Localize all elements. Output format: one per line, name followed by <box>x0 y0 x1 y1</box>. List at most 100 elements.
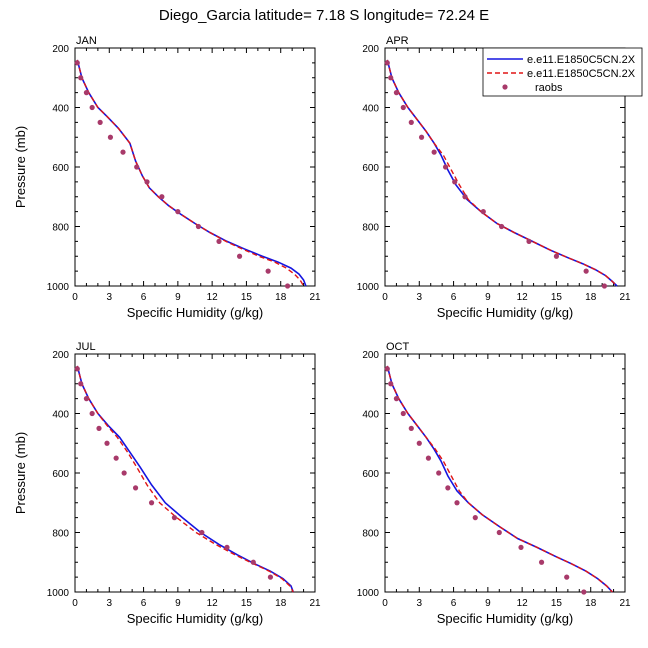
x-tick-label: 6 <box>451 292 457 303</box>
x-tick-label: 3 <box>107 292 113 303</box>
raobs-point <box>78 75 84 81</box>
y-tick-label: 400 <box>362 104 379 115</box>
series-line-model-dashed <box>76 59 305 287</box>
raobs-point <box>83 396 90 402</box>
series-line-model-dashed <box>386 365 613 593</box>
raobs-point <box>83 90 90 96</box>
raobs-point <box>89 410 95 417</box>
raobs-point <box>199 529 205 536</box>
raobs-point <box>120 149 126 155</box>
y-tick-label: 200 <box>362 350 379 361</box>
x-tick-label: 21 <box>309 598 321 609</box>
raobs-point <box>518 544 524 550</box>
y-tick-label: 400 <box>362 410 379 421</box>
raobs-point <box>250 559 256 565</box>
x-tick-label: 15 <box>551 598 563 609</box>
raobs-point <box>195 223 202 230</box>
plot-frame <box>384 353 626 593</box>
x-tick-label: 3 <box>417 598 423 609</box>
x-tick-label: 9 <box>485 292 491 303</box>
raobs-point <box>431 149 437 155</box>
raobs-point <box>581 589 587 595</box>
x-tick-label: 9 <box>485 598 491 609</box>
raobs-point <box>442 164 449 170</box>
raobs-point <box>445 485 451 491</box>
y-tick-label: 800 <box>362 529 379 540</box>
raobs-point <box>96 425 102 431</box>
raobs-point <box>104 440 110 446</box>
y-tick-label: 600 <box>52 469 69 480</box>
y-tick-label: 600 <box>362 469 379 480</box>
panel-apr: 0 3 6 9 12 15 18 21 200 400 600 800 1000 APR Specific … <box>357 35 643 320</box>
panel-label: JUL <box>76 341 96 353</box>
y-tick-label: 600 <box>52 163 69 174</box>
raobs-point <box>97 119 103 125</box>
raobs-point <box>175 209 181 215</box>
raobs-point <box>384 366 390 372</box>
y-tick-label: 600 <box>362 163 379 174</box>
raobs-point <box>89 104 95 111</box>
raobs-point <box>284 283 291 289</box>
y-axis-label: Pressure (mb) <box>13 126 28 208</box>
raobs-point <box>159 194 165 200</box>
x-tick-label: 0 <box>382 292 388 303</box>
y-tick-label: 800 <box>52 223 69 234</box>
x-tick-label: 15 <box>551 292 563 303</box>
raobs-point <box>132 485 139 491</box>
x-tick-label: 9 <box>175 292 181 303</box>
x-tick-label: 12 <box>207 598 219 609</box>
x-tick-label: 0 <box>72 598 78 609</box>
x-tick-label: 3 <box>417 292 423 303</box>
raobs-point <box>452 179 458 185</box>
x-axis-label: Specific Humidity (g/kg) <box>437 305 574 320</box>
panel-label: OCT <box>386 341 410 353</box>
raobs-point <box>498 223 505 230</box>
raobs-point <box>408 425 414 431</box>
series-line-model-solid <box>386 365 613 593</box>
y-tick-label: 200 <box>362 44 379 55</box>
plot-frame <box>74 353 316 593</box>
y-tick-label: 200 <box>52 350 69 361</box>
raobs-point <box>121 470 127 476</box>
x-tick-label: 15 <box>241 598 253 609</box>
x-tick-label: 6 <box>141 598 147 609</box>
raobs-point <box>388 381 394 387</box>
raobs-point <box>134 164 140 170</box>
raobs-point <box>216 238 222 244</box>
raobs-point <box>393 396 400 402</box>
raobs-point <box>472 515 478 521</box>
y-tick-label: 800 <box>362 223 379 234</box>
raobs-point <box>74 366 80 372</box>
raobs-point <box>553 253 560 259</box>
panel-oct: 0 3 6 9 12 15 18 21 200 400 600 800 1000 OCT Specific … <box>357 341 631 626</box>
x-tick-label: 12 <box>517 292 529 303</box>
figure-title: Diego_Garcia latitude= 7.18 S longitude=… <box>158 7 490 24</box>
x-tick-label: 15 <box>241 292 253 303</box>
y-tick-label: 400 <box>52 104 69 115</box>
raobs-point <box>496 529 502 536</box>
y-tick-label: 1000 <box>47 282 70 293</box>
raobs-point <box>408 119 414 125</box>
y-axis-label: Pressure (mb) <box>13 432 28 514</box>
raobs-point <box>107 134 114 140</box>
raobs-point <box>564 574 570 580</box>
raobs-point <box>267 574 274 580</box>
plot-frame <box>74 47 316 287</box>
legend-label: e.e11.E1850C5CN.2X <box>527 68 636 80</box>
raobs-point <box>526 238 532 244</box>
x-tick-label: 6 <box>141 292 147 303</box>
raobs-point <box>462 194 468 200</box>
legend-label: raobs <box>535 82 563 94</box>
panel-label: APR <box>386 35 409 47</box>
y-tick-label: 200 <box>52 44 69 55</box>
x-tick-label: 18 <box>275 598 287 609</box>
x-axis-label: Specific Humidity (g/kg) <box>437 611 574 626</box>
y-tick-label: 800 <box>52 529 69 540</box>
raobs-point <box>265 268 271 274</box>
y-tick-label: 400 <box>52 410 69 421</box>
series-line-model-dashed <box>386 59 618 287</box>
x-tick-label: 18 <box>585 292 597 303</box>
raobs-point <box>236 253 243 259</box>
raobs-point <box>144 179 150 185</box>
